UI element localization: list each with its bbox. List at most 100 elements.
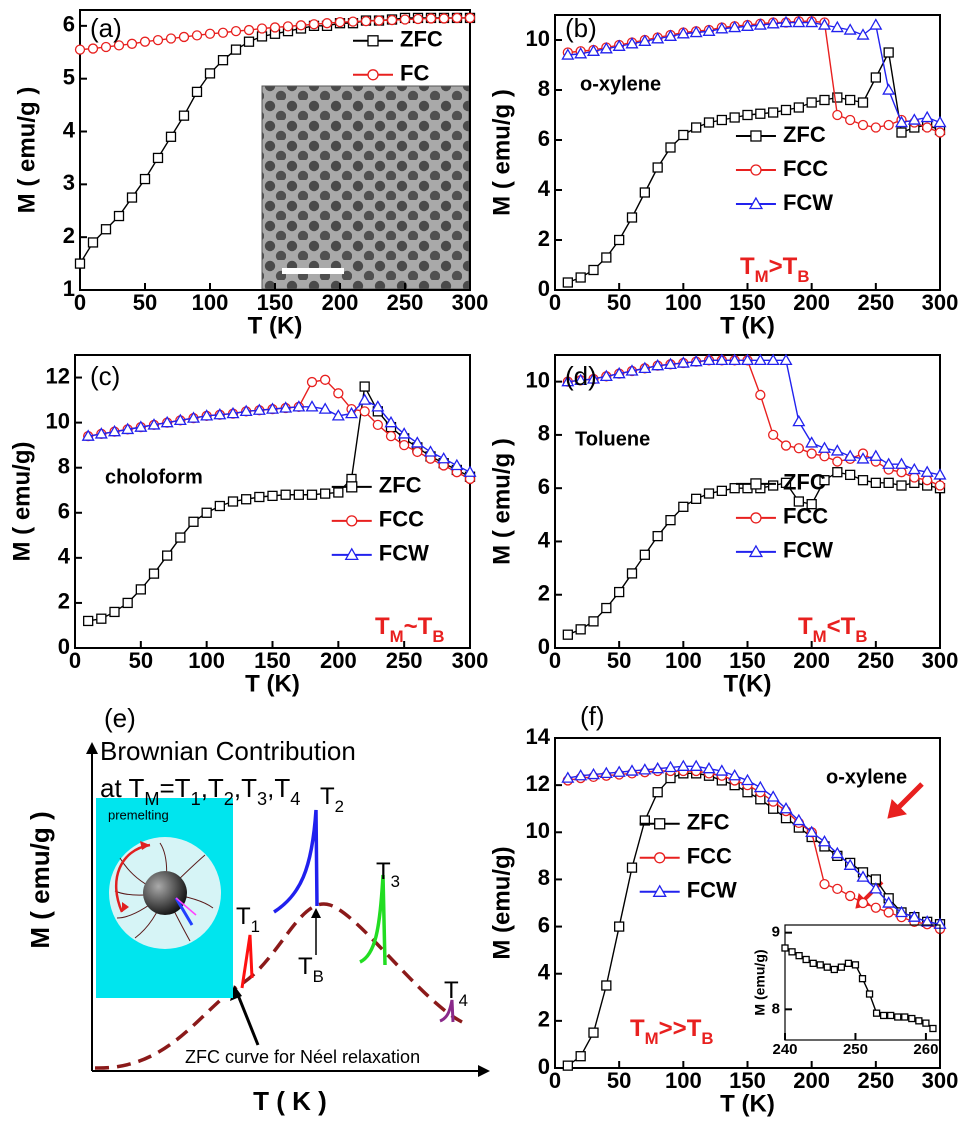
series-line xyxy=(88,399,471,473)
marker xyxy=(845,469,856,481)
marker xyxy=(614,586,625,598)
marker xyxy=(869,882,883,894)
marker xyxy=(175,532,186,543)
marker xyxy=(601,602,612,614)
marker xyxy=(113,40,125,51)
legend-marker xyxy=(748,196,764,210)
marker xyxy=(691,122,702,133)
x-tick-label: 200 xyxy=(793,1068,830,1093)
marker xyxy=(768,107,779,118)
y-tick-label: 8 xyxy=(538,865,550,890)
marker xyxy=(74,258,86,269)
marker xyxy=(883,477,894,489)
legend-label: ZFC xyxy=(783,122,826,147)
marker xyxy=(87,43,99,54)
marker xyxy=(109,606,120,618)
marker xyxy=(638,34,652,46)
marker xyxy=(676,27,690,39)
marker xyxy=(397,427,411,439)
text-part: ,T xyxy=(201,773,224,803)
marker xyxy=(703,117,715,128)
x-axis-title: T (K) xyxy=(248,312,303,339)
plot-frame xyxy=(784,924,941,1041)
marker xyxy=(599,766,613,779)
marker xyxy=(626,862,638,873)
marker xyxy=(883,907,894,918)
marker xyxy=(638,361,652,374)
marker xyxy=(933,115,947,128)
marker xyxy=(792,15,806,28)
marker xyxy=(586,767,601,780)
marker xyxy=(588,1027,599,1038)
marker xyxy=(226,406,240,419)
subscript: 4 xyxy=(290,789,300,809)
marker xyxy=(882,896,896,908)
x-tick-label: 100 xyxy=(665,290,702,315)
marker xyxy=(715,22,729,34)
marker xyxy=(728,20,742,33)
annotation: ZFC curve for Néel relaxation xyxy=(185,1047,420,1067)
marker xyxy=(663,29,678,41)
text-part: T xyxy=(298,953,313,980)
marker xyxy=(909,472,920,483)
marker xyxy=(845,94,856,106)
marker xyxy=(191,30,203,41)
text-part: T xyxy=(375,613,390,640)
x-tick-label: 50 xyxy=(607,1068,631,1093)
marker xyxy=(865,990,874,998)
marker xyxy=(243,36,255,47)
legend-label: FCC xyxy=(783,156,828,181)
y-axis-title: M ( emu/g ) xyxy=(13,87,40,214)
marker xyxy=(830,20,844,33)
marker xyxy=(412,446,423,458)
text-part: >>T xyxy=(659,1015,702,1042)
text-part: at T xyxy=(100,773,144,803)
marker xyxy=(306,376,318,388)
subscript: 2 xyxy=(224,789,234,809)
marker xyxy=(561,771,575,783)
marker xyxy=(126,192,138,203)
temperature-label: T4 xyxy=(444,977,468,1010)
panel-label: (a) xyxy=(90,13,122,43)
marker xyxy=(178,31,190,43)
marker xyxy=(793,102,804,113)
marker xyxy=(652,162,663,173)
legend-label: FCC xyxy=(379,507,424,532)
marker xyxy=(832,92,843,103)
marker xyxy=(139,173,151,185)
subscript: M xyxy=(390,627,404,646)
marker xyxy=(305,400,319,412)
series-line xyxy=(567,772,941,1067)
marker xyxy=(614,921,625,932)
marker xyxy=(768,429,779,441)
marker xyxy=(586,44,601,56)
marker xyxy=(385,430,397,442)
marker xyxy=(107,424,122,437)
y-axis-title: M ( emu/g ) xyxy=(488,438,515,565)
tem-image xyxy=(261,85,470,290)
y-tick-label: 5 xyxy=(63,64,75,89)
legend-label: ZFC xyxy=(400,27,443,52)
marker xyxy=(823,963,831,971)
x-tick-label: 300 xyxy=(452,648,489,673)
y-tick-label: 4 xyxy=(538,176,551,201)
y-tick-label: 4 xyxy=(538,960,551,985)
marker xyxy=(715,764,729,776)
x-tick-label: 250 xyxy=(843,1041,868,1058)
marker xyxy=(907,910,921,922)
y-tick-label: 2 xyxy=(63,223,75,248)
y-axis-title: M ( emu/g ) xyxy=(488,89,515,216)
marker xyxy=(832,467,843,478)
marker xyxy=(689,25,703,38)
marker xyxy=(333,388,344,399)
marker xyxy=(753,353,767,366)
text-part: T xyxy=(236,903,251,930)
marker xyxy=(819,475,830,486)
marker xyxy=(614,234,625,246)
marker xyxy=(908,1014,916,1023)
marker xyxy=(805,825,819,837)
panel-label: (f) xyxy=(580,701,605,731)
annotation: TM>TB xyxy=(740,253,809,286)
x-tick-label: 200 xyxy=(793,648,830,673)
